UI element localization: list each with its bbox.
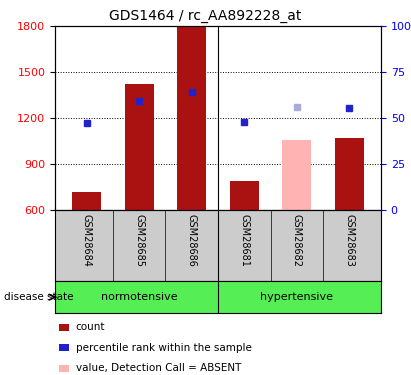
Text: GSM28682: GSM28682: [292, 214, 302, 267]
Text: percentile rank within the sample: percentile rank within the sample: [76, 343, 252, 353]
Text: disease state: disease state: [4, 292, 74, 302]
Text: GSM28681: GSM28681: [239, 214, 249, 266]
Bar: [125, 84, 154, 210]
Text: GSM28683: GSM28683: [344, 214, 354, 266]
Text: count: count: [76, 322, 105, 332]
Text: value, Detection Call = ABSENT: value, Detection Call = ABSENT: [76, 363, 241, 374]
Bar: [282, 140, 312, 210]
Text: GDS1464 / rc_AA892228_at: GDS1464 / rc_AA892228_at: [109, 9, 302, 23]
Text: normotensive: normotensive: [101, 292, 178, 302]
Bar: [177, 26, 206, 210]
Text: GSM28686: GSM28686: [187, 214, 197, 266]
Text: GSM28684: GSM28684: [82, 214, 92, 266]
Bar: [72, 192, 101, 210]
Bar: [230, 181, 259, 210]
Bar: [335, 138, 364, 210]
Text: hypertensive: hypertensive: [261, 292, 333, 302]
Text: GSM28685: GSM28685: [134, 214, 144, 267]
